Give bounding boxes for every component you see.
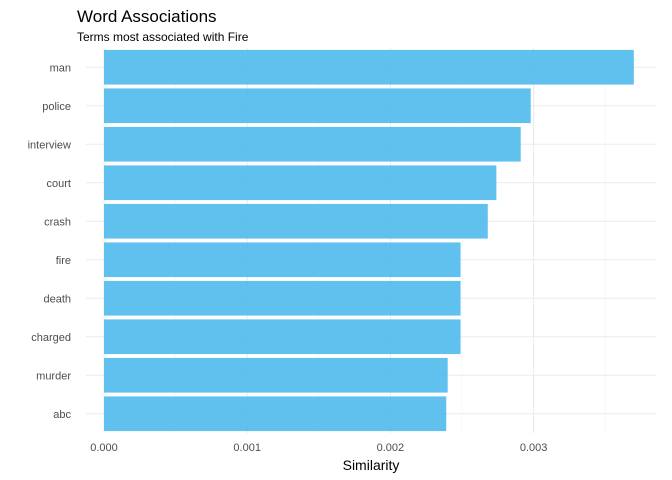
bar-court <box>104 165 497 201</box>
bar-fire <box>104 242 461 278</box>
y-tick-label: man <box>50 62 71 74</box>
bar-death <box>104 280 461 316</box>
y-tick-label: court <box>47 178 71 190</box>
x-tick-label: 0.001 <box>233 442 261 454</box>
y-tick-label: abc <box>53 409 71 421</box>
y-axis-labels: man police interview court crash fire death cha… <box>28 62 72 421</box>
bar-murder <box>104 357 448 393</box>
bar-interview <box>104 126 521 162</box>
y-tick-label: death <box>43 293 71 305</box>
x-axis-labels: 0.000 0.001 0.002 0.003 <box>90 442 547 454</box>
bar-crash <box>104 203 488 239</box>
y-tick-label: interview <box>28 139 71 151</box>
x-tick-label: 0.000 <box>90 442 118 454</box>
y-tick-label: crash <box>44 216 71 228</box>
bars <box>104 49 634 432</box>
chart-title: Word Associations <box>77 7 217 26</box>
y-tick-label: police <box>42 101 71 113</box>
x-tick-label: 0.002 <box>377 442 405 454</box>
chart-subtitle: Terms most associated with Fire <box>77 30 249 44</box>
x-tick-label: 0.003 <box>520 442 548 454</box>
y-tick-label: charged <box>31 332 71 344</box>
bar-abc <box>104 396 447 432</box>
bar-charged <box>104 319 461 355</box>
x-axis-title: Similarity <box>343 457 400 473</box>
y-tick-label: murder <box>36 370 71 382</box>
y-tick-label: fire <box>56 255 71 267</box>
bar-man <box>104 49 634 85</box>
bar-police <box>104 88 531 124</box>
